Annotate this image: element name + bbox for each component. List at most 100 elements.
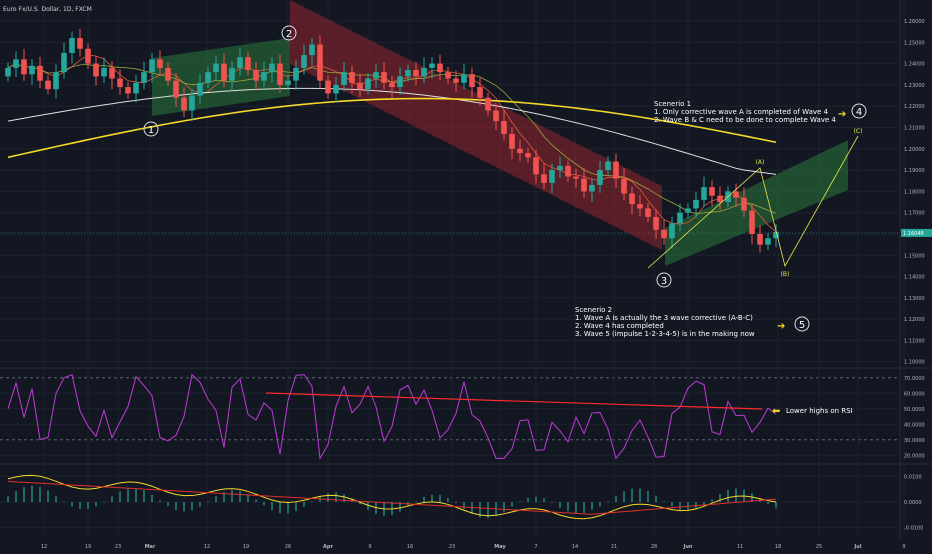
macd-histogram-bar — [455, 502, 457, 504]
macd-histogram-bar — [207, 501, 209, 503]
candle-body — [517, 148, 523, 154]
macd-histogram-bar — [567, 502, 569, 512]
macd-histogram-bar — [287, 502, 289, 514]
macd-tick-label: 0.0100 — [904, 474, 922, 480]
candle-body — [717, 195, 723, 203]
macd-histogram-bar — [103, 501, 105, 503]
candle-body — [765, 238, 771, 245]
scenario-1-title: Scenerio 1 — [654, 100, 691, 108]
last-price-label: 1.16048 — [903, 231, 924, 237]
wave-b-label: (B) — [781, 271, 790, 278]
candle-body — [213, 63, 219, 73]
x-tick-label: 12 — [204, 544, 210, 550]
macd-histogram-bar — [7, 496, 9, 502]
macd-histogram-bar — [327, 493, 329, 502]
scenario-1-line-2: 2. Wave B & C need to be done to complet… — [654, 116, 836, 124]
scenario-2-title: Scenerio 2 — [575, 306, 612, 314]
wave-2-channel — [152, 38, 290, 116]
macd-line — [7, 474, 777, 520]
candle-body — [581, 178, 587, 192]
macd-histogram-bar — [55, 495, 57, 502]
macd-histogram-bar — [607, 501, 609, 503]
macd-histogram-bar — [367, 502, 369, 510]
macd-histogram-bar — [159, 500, 161, 502]
macd-histogram-bar — [711, 499, 713, 502]
candle-body — [237, 57, 243, 68]
candle-body — [621, 178, 627, 194]
wave-5-marker: 5 — [794, 316, 810, 332]
candle-body — [421, 67, 427, 77]
macd-histogram-bar — [63, 501, 65, 503]
price-tick-label: 1.24000 — [904, 62, 925, 68]
macd-histogram-bar — [615, 496, 617, 502]
macd-histogram-bar — [255, 499, 257, 502]
candle-body — [677, 212, 683, 224]
macd-histogram-bar — [447, 498, 449, 502]
macd-histogram-bar — [143, 490, 145, 502]
rsi-tick-label: 60.0000 — [904, 391, 925, 397]
candle-body — [645, 208, 651, 217]
candle-body — [85, 48, 91, 64]
macd-histogram-bar — [415, 501, 417, 503]
wave-lines — [647, 135, 859, 269]
candle-body — [229, 67, 235, 81]
ma-long-line — [7, 97, 777, 159]
rsi-note: ⬅ Lower highs on RSI — [772, 406, 853, 417]
candle-body — [701, 187, 707, 200]
candle-body — [349, 72, 355, 83]
x-tick-label: 11 — [737, 544, 743, 550]
x-tick-label: Mar — [145, 544, 156, 550]
macd-histogram-bar — [399, 502, 401, 512]
macd-histogram-bar — [111, 496, 113, 502]
wave-3-channel — [290, 0, 662, 250]
candle-body — [37, 65, 43, 81]
price-tick-label: 1.18000 — [904, 189, 925, 195]
channels — [152, 0, 848, 266]
macd-histogram-bar — [503, 502, 505, 512]
candle-body — [757, 233, 763, 245]
scenario-2-arrow-icon: ➔ — [777, 321, 785, 332]
macd-histogram-bar — [71, 502, 73, 507]
candle-body — [509, 133, 515, 149]
candle-body — [357, 82, 363, 90]
axes: 1.26000 1.25000 1.24000 1.23000 1.22000 1.210… — [41, 19, 932, 550]
scenario-2-note: Scenerio 2 1. Wave A is actually the 3 w… — [575, 306, 785, 338]
macd-histogram-bar — [183, 502, 185, 512]
price-tick-label: 1.25000 — [904, 40, 925, 46]
macd-histogram-bar — [175, 502, 177, 511]
macd-histogram-bar — [655, 495, 657, 502]
macd-histogram-bar — [95, 502, 97, 507]
macd-histogram-bar — [647, 491, 649, 502]
macd-histogram-bar — [39, 486, 41, 502]
macd-histogram-bar — [583, 502, 585, 513]
candle-body — [181, 97, 187, 111]
candle-body — [485, 97, 491, 111]
candle-body — [557, 165, 563, 171]
macd-histogram-bar — [559, 502, 561, 508]
candle-body — [325, 80, 331, 94]
candle-body — [253, 70, 259, 81]
candle-body — [597, 170, 603, 185]
candle-body — [669, 223, 675, 239]
macd-histogram-bar — [215, 496, 217, 502]
macd-histogram-bar — [303, 502, 305, 507]
candle-body — [205, 72, 211, 83]
candle-body — [773, 231, 779, 239]
macd-histogram-bar — [751, 493, 753, 502]
x-tick-label: Apr — [323, 544, 333, 550]
price-tick-label: 1.10000 — [904, 360, 925, 366]
macd-histogram-bar — [223, 492, 225, 502]
price-tick-label: 1.13000 — [904, 296, 925, 302]
candle-body — [629, 193, 635, 205]
candle-body — [221, 63, 227, 81]
macd-histogram-bar — [191, 502, 193, 511]
candle-body — [109, 67, 115, 79]
last-price-badge — [901, 228, 932, 237]
macd-histogram-bar — [127, 488, 129, 502]
candle-body — [653, 216, 659, 230]
rsi-tick-label: 30.0000 — [904, 438, 925, 444]
macd-histogram-bar — [527, 497, 529, 502]
wave-3-marker: 3 — [656, 272, 672, 288]
